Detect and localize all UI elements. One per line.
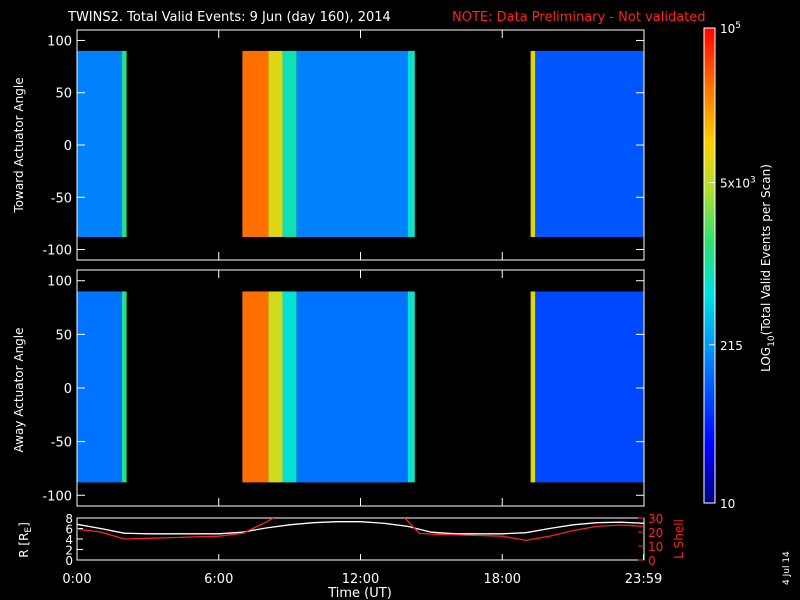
preliminary-note: NOTE: Data Preliminary - Not validated: [452, 10, 706, 25]
range-ytick-label: 0: [65, 554, 73, 568]
toward-segment: [296, 50, 408, 238]
lshell-ytick-label: 20: [648, 526, 663, 540]
toward-segment: [77, 50, 122, 238]
time-xtick-label: 12:00: [342, 572, 379, 587]
toward-ytick-label: 100: [47, 34, 72, 49]
away-segment: [282, 291, 297, 483]
time-xtick-label: 18:00: [484, 572, 521, 587]
colorbar: 105 5x103 215 10 LOG10(Total Valid Events p…: [703, 21, 777, 511]
colorbar-tick-label: 105: [720, 21, 741, 36]
lshell-ylabel: L Shell: [672, 519, 686, 559]
lshell-ytick-label: 30: [648, 512, 663, 526]
toward-segment: [242, 50, 269, 238]
date-stamp: 4 Jul 14: [782, 551, 792, 585]
toward-segment: [535, 50, 644, 238]
away-segment: [242, 291, 269, 483]
away-ylabel: Away Actuator Angle: [12, 327, 26, 452]
away-segment: [268, 291, 283, 483]
lshell-ytick-label: 10: [648, 540, 663, 554]
time-xtick-label: 0:00: [62, 572, 91, 587]
away-segment: [530, 291, 536, 483]
colorbar-tick-label: 5x103: [720, 175, 756, 190]
lshell-line: [77, 518, 644, 542]
toward-segment: [121, 50, 127, 238]
colorbar-tick-label: 215: [720, 339, 743, 353]
range-ytick-label: 2: [65, 544, 73, 558]
away-ytick-label: 100: [47, 275, 72, 290]
plot-title: TWINS2. Total Valid Events: 9 Jun (day 1…: [67, 10, 391, 25]
away-ytick-label: 50: [55, 328, 72, 343]
away-segment: [121, 291, 127, 483]
toward-ytick-label: 50: [55, 87, 72, 102]
toward-ytick-label: -50: [51, 191, 72, 206]
away-segment: [535, 291, 644, 483]
time-xlabel: Time (UT): [327, 586, 392, 600]
toward-ylabel: Toward Actuator Angle: [12, 77, 26, 213]
toward-ytick-label: -100: [42, 244, 72, 259]
toward-segment: [407, 50, 415, 238]
colorbar-gradient: [703, 27, 716, 504]
away-panel: 100 50 0 -50 -100 Away Actuator Angle: [12, 269, 645, 507]
time-xtick-label: 6:00: [204, 572, 233, 587]
lshell-ytick-label: 0: [648, 554, 656, 568]
away-ytick-label: -50: [51, 436, 72, 451]
toward-segment: [268, 50, 283, 238]
away-segment: [296, 291, 408, 483]
toward-segment: [282, 50, 297, 238]
away-segment: [77, 291, 122, 483]
range-ytick-label: 4: [65, 533, 73, 547]
toward-segment: [530, 50, 536, 238]
range-ylabel: R [RE]: [17, 522, 34, 558]
range-line: [77, 521, 644, 535]
away-ytick-label: 0: [64, 382, 72, 397]
toward-ytick-label: 0: [64, 139, 72, 154]
toward-panel: 100 50 0 -50 -100 Toward Actuator Angle: [12, 29, 645, 261]
range-ytick-label: 8: [65, 512, 73, 526]
away-segment: [407, 291, 415, 483]
colorbar-label: LOG10(Total Valid Events per Scan): [759, 164, 777, 372]
away-ytick-label: -100: [42, 489, 72, 504]
time-xtick-label: 23:59: [625, 572, 662, 587]
colorbar-tick-label: 10: [720, 497, 735, 511]
range-ytick-label: 6: [65, 523, 73, 537]
